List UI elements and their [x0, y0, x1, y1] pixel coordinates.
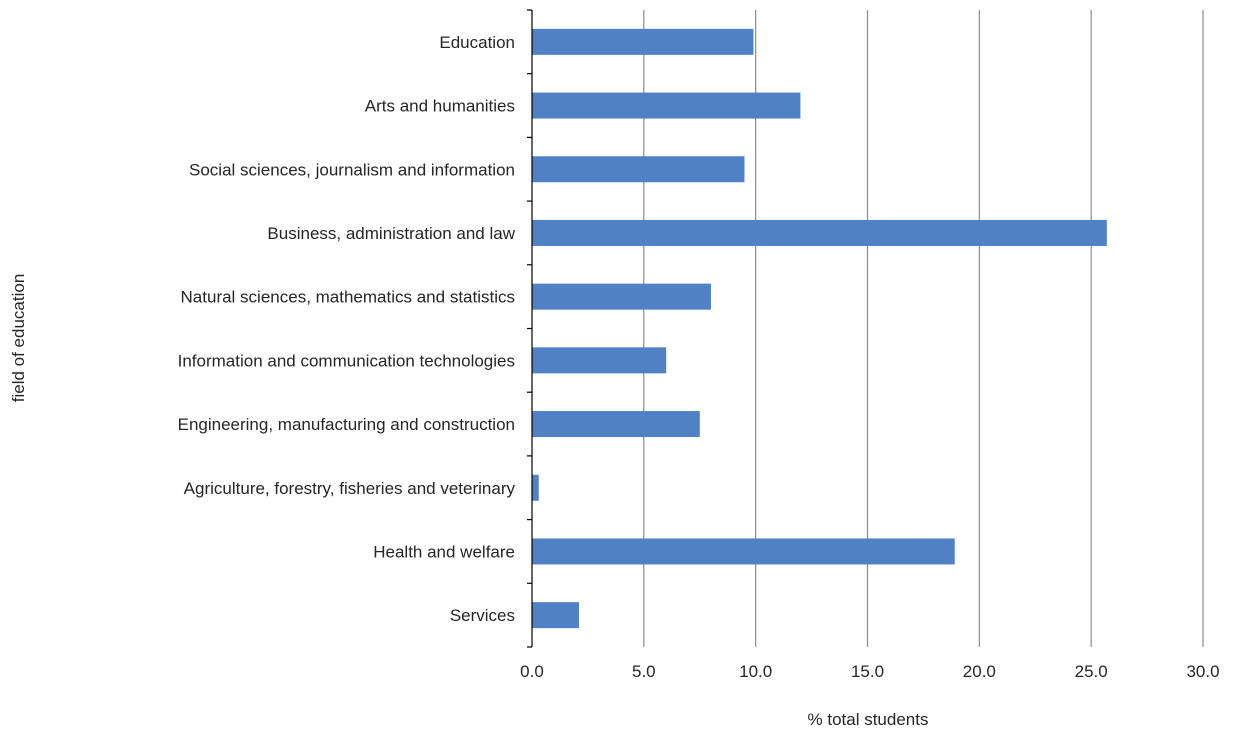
bar-3	[532, 219, 1107, 246]
x-tick-labels: 0.0 5.0 10.0 15.0 20.0 25.0 30.0	[520, 662, 1219, 681]
category-label-6: Engineering, manufacturing and construct…	[178, 415, 515, 434]
bar-6	[532, 411, 700, 438]
category-label-2: Social sciences, journalism and informat…	[189, 160, 515, 179]
bar-5	[532, 347, 667, 374]
bar-2	[532, 156, 745, 183]
category-labels: Education Arts and humanities Social scien…	[178, 33, 516, 625]
x-tick-label-4: 20.0	[963, 662, 996, 681]
bar-8	[532, 538, 955, 565]
category-label-9: Services	[450, 606, 515, 625]
category-label-5: Information and communication technologi…	[178, 351, 515, 370]
bar-7	[532, 474, 539, 501]
x-tick-label-2: 10.0	[739, 662, 772, 681]
x-axis-title: % total students	[808, 710, 929, 729]
category-label-1: Arts and humanities	[365, 97, 515, 116]
bar-1	[532, 92, 801, 119]
bar-0	[532, 28, 754, 55]
x-tick-label-3: 15.0	[851, 662, 884, 681]
category-label-4: Natural sciences, mathematics and statis…	[181, 288, 515, 307]
x-tick-label-0: 0.0	[520, 662, 544, 681]
category-label-7: Agriculture, forestry, fisheries and vet…	[184, 479, 516, 498]
x-tick-label-5: 25.0	[1075, 662, 1108, 681]
bars-group	[532, 28, 1107, 629]
y-axis-ticks	[527, 9, 532, 648]
x-tick-label-1: 5.0	[632, 662, 656, 681]
category-label-8: Health and welfare	[373, 542, 515, 561]
y-axis-title: field of education	[9, 274, 28, 403]
bar-9	[532, 602, 579, 629]
bar-4	[532, 283, 711, 310]
category-label-0: Education	[439, 33, 515, 52]
x-tick-label-6: 30.0	[1186, 662, 1219, 681]
category-label-3: Business, administration and law	[267, 224, 515, 243]
